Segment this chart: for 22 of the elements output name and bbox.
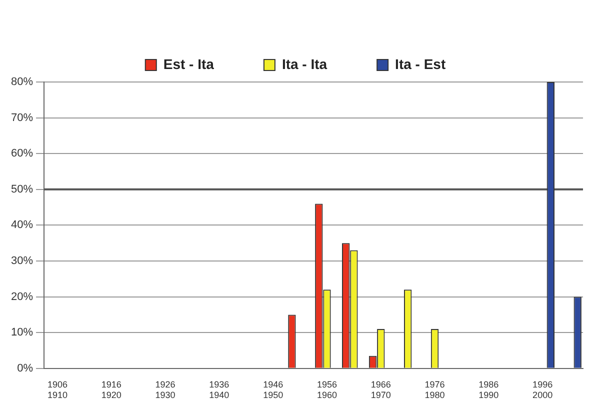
y-tick-label: 20% [10,290,34,303]
y-tick-label: 50% [10,183,34,196]
legend-label: Est - Ita [163,56,214,72]
x-tick-label: 1906 1910 [47,379,68,400]
x-tick-label: 1936 1940 [209,379,230,400]
x-tick-label: 1916 1920 [101,379,122,400]
x-tick-label: 1926 1930 [155,379,176,400]
x-tick-label: 1946 1950 [263,379,284,400]
y-tick-label: 70% [10,112,34,124]
legend-label: Ita - Ita [282,56,328,72]
x-tick-label: 1996 2000 [532,379,553,400]
y-tick-label: 60% [10,148,34,160]
x-tick-label: 1976 1980 [424,379,445,400]
y-tick-label: 10% [10,326,34,339]
y-tick-label: 0% [17,362,34,374]
x-tick-label: 1956 1960 [316,379,337,400]
y-tick-label: 80% [10,76,34,88]
x-tick-label: 1966 1970 [370,379,391,400]
y-tick-label: 30% [10,255,34,268]
x-tick-label: 1986 1990 [478,379,499,400]
y-tick-label: 40% [10,219,34,232]
legend-label: Ita - Est [395,56,446,72]
